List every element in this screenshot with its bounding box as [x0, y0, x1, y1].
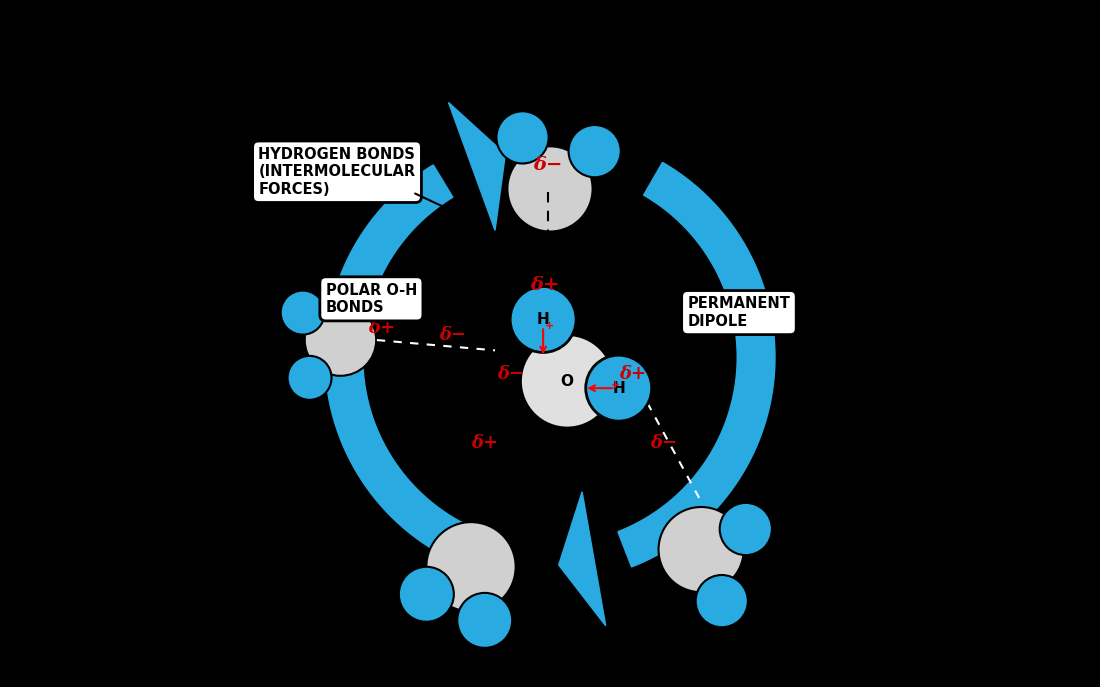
Text: H: H — [537, 312, 550, 327]
Text: δ+: δ+ — [471, 434, 498, 452]
Circle shape — [458, 593, 513, 648]
Circle shape — [659, 507, 744, 592]
Text: PERMANENT
DIPOLE: PERMANENT DIPOLE — [688, 296, 791, 329]
Circle shape — [427, 522, 516, 611]
Circle shape — [510, 286, 576, 352]
Circle shape — [280, 291, 324, 335]
Circle shape — [507, 146, 593, 232]
Text: δ+: δ+ — [368, 319, 395, 337]
Polygon shape — [449, 102, 505, 230]
Text: H: H — [613, 381, 625, 396]
Text: POLAR O-H
BONDS: POLAR O-H BONDS — [326, 282, 417, 315]
Text: +: + — [610, 380, 620, 390]
Circle shape — [496, 111, 549, 164]
Circle shape — [719, 503, 772, 555]
Circle shape — [305, 304, 376, 376]
Circle shape — [569, 125, 620, 177]
Circle shape — [520, 335, 614, 428]
Circle shape — [695, 575, 748, 627]
Text: δ−: δ− — [534, 156, 562, 174]
Circle shape — [399, 567, 454, 622]
Text: δ+: δ+ — [619, 365, 646, 383]
Text: O: O — [561, 374, 574, 389]
Polygon shape — [559, 492, 606, 626]
Text: HYDROGEN BONDS
(INTERMOLECULAR
FORCES): HYDROGEN BONDS (INTERMOLECULAR FORCES) — [258, 147, 416, 196]
Text: δ−: δ− — [650, 434, 676, 452]
Text: δ−: δ− — [439, 326, 466, 344]
Circle shape — [585, 355, 651, 421]
Circle shape — [287, 356, 331, 400]
Text: δ+: δ+ — [530, 276, 559, 294]
Text: +: + — [546, 322, 554, 331]
Polygon shape — [618, 162, 776, 567]
Text: δ−: δ− — [497, 365, 525, 383]
Polygon shape — [324, 165, 486, 569]
